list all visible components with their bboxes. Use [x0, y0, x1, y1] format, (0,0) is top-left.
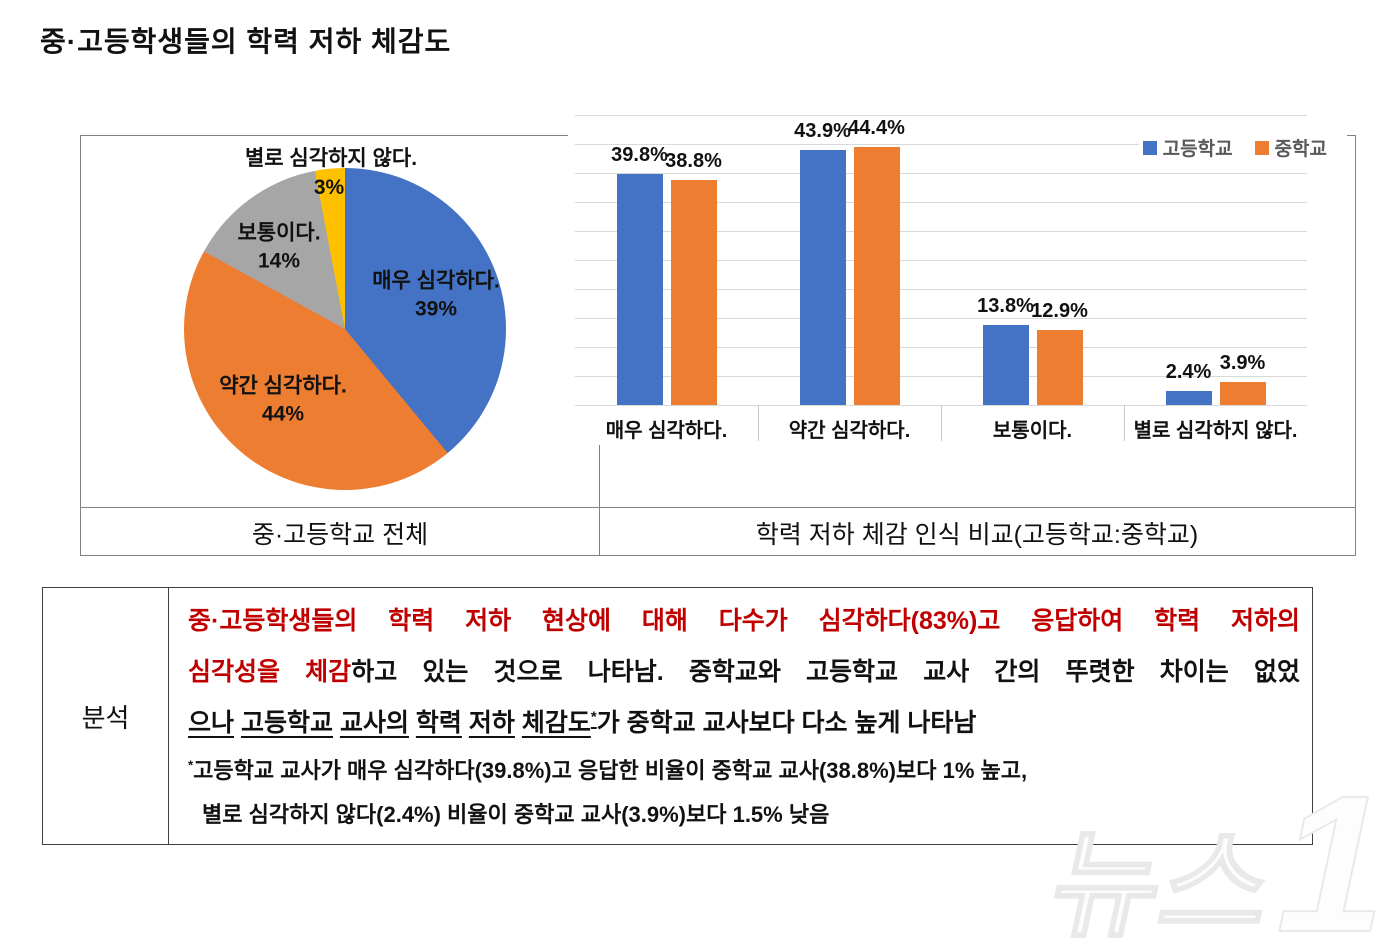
bar-highschool	[799, 150, 846, 405]
legend-swatch-middleschool	[1254, 140, 1269, 155]
pie-slice-text: 보통이다.	[237, 221, 321, 245]
analysis-text-segment: 저하	[468, 709, 515, 737]
analysis-text-segment: 고등학교	[240, 709, 333, 737]
analysis-text-segment	[515, 709, 522, 737]
legend-item-highschool: 고등학교	[1142, 134, 1233, 161]
analysis-text-segment: *	[188, 757, 194, 773]
bar-highschool	[1165, 391, 1212, 405]
bar-middleschool	[1219, 382, 1266, 405]
axis-tick	[758, 405, 759, 441]
legend-swatch-highschool	[1142, 140, 1157, 155]
bar-category-label: 매우 심각하다.	[605, 420, 728, 442]
analysis-text-segment	[234, 709, 241, 737]
pie-slice-label-somewhat-serious: 약간 심각하다. 44%	[219, 373, 347, 430]
analysis-line: 중·고등학생들의 학력 저하 현상에 대해 다수가 심각하다(83%)고 응답하…	[188, 596, 1300, 647]
pie-caption: 중·고등학교 전체	[251, 520, 429, 549]
gridline	[575, 289, 1307, 290]
bar-value-label: 38.8%	[665, 149, 722, 172]
gridline	[575, 202, 1307, 203]
pie-slice-label-neutral: 보통이다. 14%	[237, 220, 320, 277]
axis-tick	[941, 405, 942, 441]
legend: 고등학교 중학교	[1138, 134, 1331, 161]
bar-highschool	[982, 324, 1029, 405]
analysis-text-segment	[462, 709, 469, 737]
analysis-text-segment: *	[590, 708, 597, 726]
bar-highschool	[616, 174, 663, 405]
analysis-text-segment: 교사의	[339, 709, 409, 737]
legend-label: 중학교	[1274, 139, 1327, 160]
bar-middleschool	[670, 179, 717, 405]
analysis-text-segment	[333, 709, 340, 737]
pie-slice-percent: 44%	[261, 403, 305, 426]
gridline	[575, 115, 1307, 116]
bar-value-label: 39.8%	[611, 144, 668, 167]
gridline	[575, 231, 1307, 232]
bar-value-label: 12.9%	[1031, 300, 1088, 323]
gridline	[575, 376, 1307, 377]
analysis-row-header: 분석	[43, 588, 169, 844]
bar-middleschool	[1036, 330, 1083, 405]
analysis-text-segment	[409, 709, 416, 737]
analysis-text-segment: 으나	[188, 709, 235, 737]
bar-category-label: 별로 심각하지 않다.	[1133, 420, 1298, 442]
analysis-text-segment: 가 중학교 교사보다 다소 높게 나타남	[596, 709, 977, 737]
gridline	[575, 347, 1307, 348]
gridline	[575, 318, 1307, 319]
analysis-text-segment: 심각성을 체감	[188, 658, 352, 686]
bar-chart: 고등학교 중학교 매우 심각하다. 39.8% 38.8% 약간 심각하다. 43.9%…	[568, 108, 1347, 445]
analysis-footnote: *고등학교 교사가 매우 심각하다(39.8%)고 응답한 비율이 중학교 교사…	[188, 749, 1300, 793]
bar-value-label: 2.4%	[1165, 361, 1212, 384]
bar-value-label: 43.9%	[794, 120, 851, 143]
page-title: 중·고등학생들의 학력 저하 체감도	[40, 26, 452, 57]
bar-middleschool	[853, 147, 900, 405]
analysis-text-segment: 하고 있는 것으로 나타남. 중학교와 고등학교 교사 간의 뚜렷한 차이는 없…	[351, 658, 1300, 686]
gridline	[575, 144, 1307, 145]
analysis-text-segment: 중·고등학생들의 학력 저하 현상에 대해 다수가 심각하다(83%)고 응답하…	[188, 607, 1300, 635]
analysis-text-segment: 체감도	[521, 709, 591, 737]
pie-slice-percent-not-serious: 3%	[313, 175, 345, 199]
analysis-text-segment: 학력	[415, 709, 462, 737]
bar-category-label: 약간 심각하다.	[788, 420, 911, 442]
analysis-line: 으나 고등학교 교사의 학력 저하 체감도*가 중학교 교사보다 다소 높게 나…	[188, 698, 1300, 749]
analysis-text-segment: 별로 심각하지 않다(2.4%) 비율이 중학교 교사(3.9%)보다 1.5%…	[202, 802, 830, 827]
gridline	[575, 260, 1307, 261]
analysis-table: 분석 중·고등학생들의 학력 저하 현상에 대해 다수가 심각하다(83%)고 …	[42, 587, 1313, 845]
legend-label: 고등학교	[1162, 139, 1233, 160]
pie-chart	[184, 168, 506, 490]
pie-slice-percent: 14%	[257, 250, 301, 273]
bar-category-label: 보통이다.	[992, 420, 1073, 442]
axis-tick	[1124, 405, 1125, 441]
caption-row: 중·고등학교 전체 학력 저하 체감 인식 비교(고등학교:중학교)	[81, 507, 1355, 557]
bar-caption: 학력 저하 체감 인식 비교(고등학교:중학교)	[755, 520, 1199, 549]
gridline	[575, 173, 1307, 174]
analysis-line: 심각성을 체감하고 있는 것으로 나타남. 중학교와 고등학교 교사 간의 뚜렷…	[188, 647, 1300, 698]
pie-slice-text: 별로 심각하지 않다.	[244, 146, 418, 170]
pie-slice-text: 약간 심각하다.	[219, 374, 347, 398]
pie-slice-label-very-serious: 매우 심각하다. 39%	[372, 268, 500, 325]
pie-slice-percent: 39%	[414, 298, 458, 321]
bar-value-label: 3.9%	[1219, 352, 1266, 375]
analysis-text-segment: 고등학교 교사가 매우 심각하다(39.8%)고 응답한 비율이 중학교 교사(…	[193, 758, 1028, 783]
analysis-body: 중·고등학생들의 학력 저하 현상에 대해 다수가 심각하다(83%)고 응답하…	[170, 588, 1312, 844]
bar-value-label: 44.4%	[848, 117, 905, 140]
pie-slice-text: 매우 심각하다.	[372, 269, 500, 293]
pie-slice-label-not-serious: 별로 심각하지 않다.	[245, 145, 417, 173]
bar-value-label: 13.8%	[977, 294, 1034, 317]
analysis-footnote: 별로 심각하지 않다(2.4%) 비율이 중학교 교사(3.9%)보다 1.5%…	[188, 793, 1300, 837]
legend-item-middleschool: 중학교	[1254, 134, 1327, 161]
